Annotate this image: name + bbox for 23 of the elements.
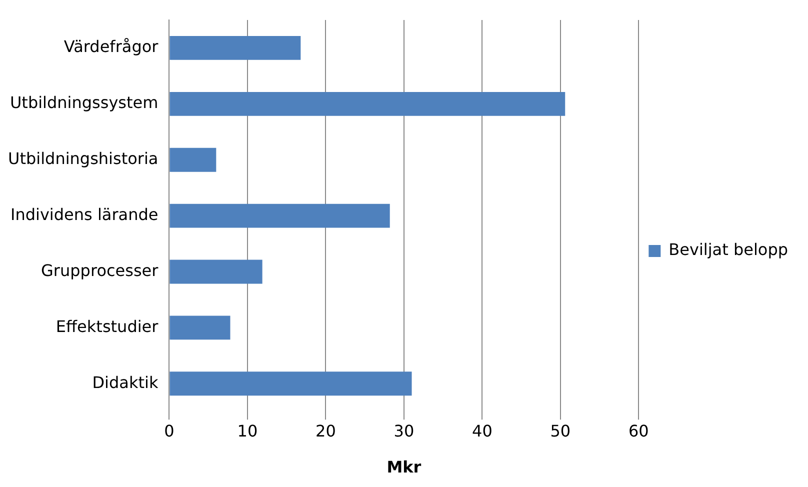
bar: [170, 260, 262, 284]
x-tick-label: 20: [316, 421, 336, 440]
y-tick-label: Effektstudier: [56, 316, 159, 336]
y-tick-label: Didaktik: [92, 372, 159, 392]
x-tick-label: 40: [472, 421, 492, 440]
bar: [170, 372, 412, 396]
x-tick-label: 0: [164, 421, 174, 440]
bar: [170, 204, 390, 228]
y-tick-label: Utbildningssystem: [10, 93, 158, 112]
x-tick-label: 50: [550, 421, 571, 440]
y-tick-label: Individens lärande: [10, 204, 158, 224]
bar: [170, 148, 216, 172]
y-tick-label: Grupprocesser: [41, 260, 159, 280]
bar: [170, 36, 301, 60]
y-tick-label: Utbildningshistoria: [8, 149, 158, 168]
y-tick-label: Värdefrågor: [64, 37, 159, 56]
x-axis-title: Mkr: [386, 458, 422, 477]
x-tick-label: 10: [237, 421, 258, 440]
x-tick-label: 30: [394, 421, 414, 440]
bar: [170, 92, 566, 116]
bar: [170, 316, 230, 340]
x-tick-label: 60: [628, 421, 649, 440]
legend-label: Beviljat belopp: [668, 240, 788, 260]
